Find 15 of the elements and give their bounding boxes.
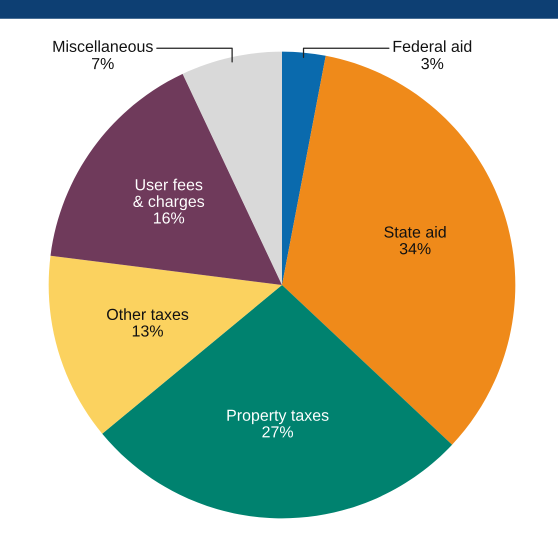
data-label: 16% bbox=[154, 212, 184, 224]
slice-label: State aid bbox=[384, 226, 446, 238]
slice-label: Property taxes bbox=[227, 410, 329, 424]
pie-slice bbox=[282, 52, 326, 285]
data-label: 3% bbox=[421, 58, 444, 70]
data-label: 27% bbox=[262, 426, 294, 438]
data-label: 13% bbox=[132, 325, 163, 337]
data-label: 7% bbox=[92, 58, 114, 70]
slice-label: Miscellaneous bbox=[53, 40, 153, 52]
pie-slice bbox=[50, 74, 282, 285]
data-label: 34% bbox=[400, 243, 431, 254]
pie-slice bbox=[102, 285, 452, 518]
slice-label: User fees & charges bbox=[133, 178, 204, 210]
slice-label: Other taxes bbox=[107, 308, 188, 320]
slice-label: Federal aid bbox=[394, 40, 472, 52]
